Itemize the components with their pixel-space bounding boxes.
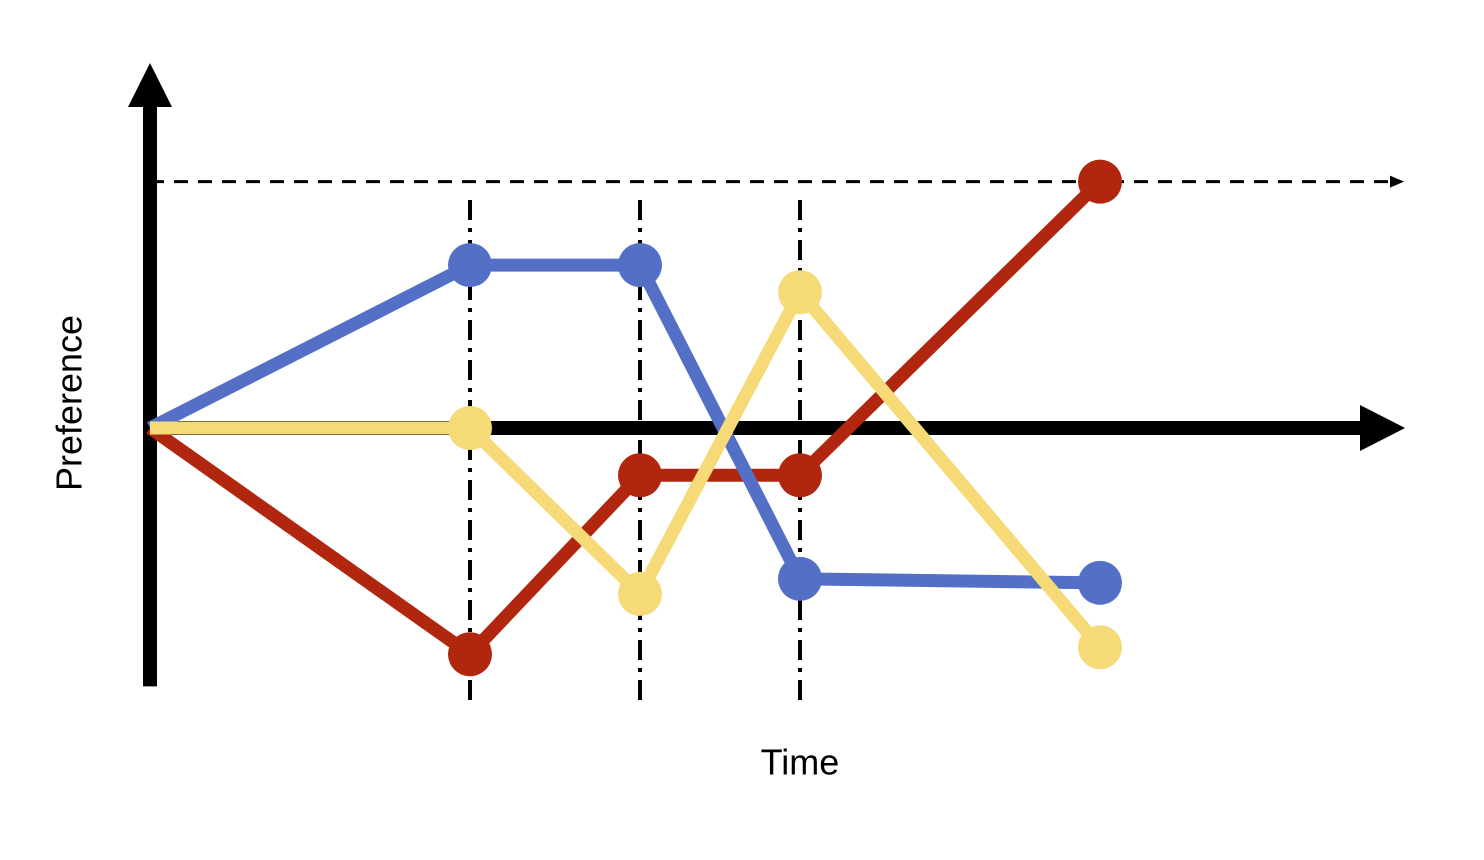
series-point: [618, 453, 662, 498]
x-axis-arrow: [1360, 405, 1405, 451]
series-point: [1078, 159, 1122, 204]
series-point: [1078, 625, 1122, 670]
series-point: [618, 243, 662, 288]
series-point: [778, 453, 822, 498]
series-point: [448, 632, 492, 677]
y-axis-arrow: [128, 63, 172, 107]
series-point: [1078, 560, 1122, 605]
series-point: [778, 556, 822, 601]
x-axis-label: Time: [761, 742, 840, 783]
series-point: [778, 270, 822, 315]
y-axis-label: Preference: [49, 315, 90, 491]
threshold-arrow: [1390, 175, 1404, 188]
series-point: [448, 243, 492, 288]
series-point: [448, 406, 492, 450]
series-point: [618, 571, 662, 616]
